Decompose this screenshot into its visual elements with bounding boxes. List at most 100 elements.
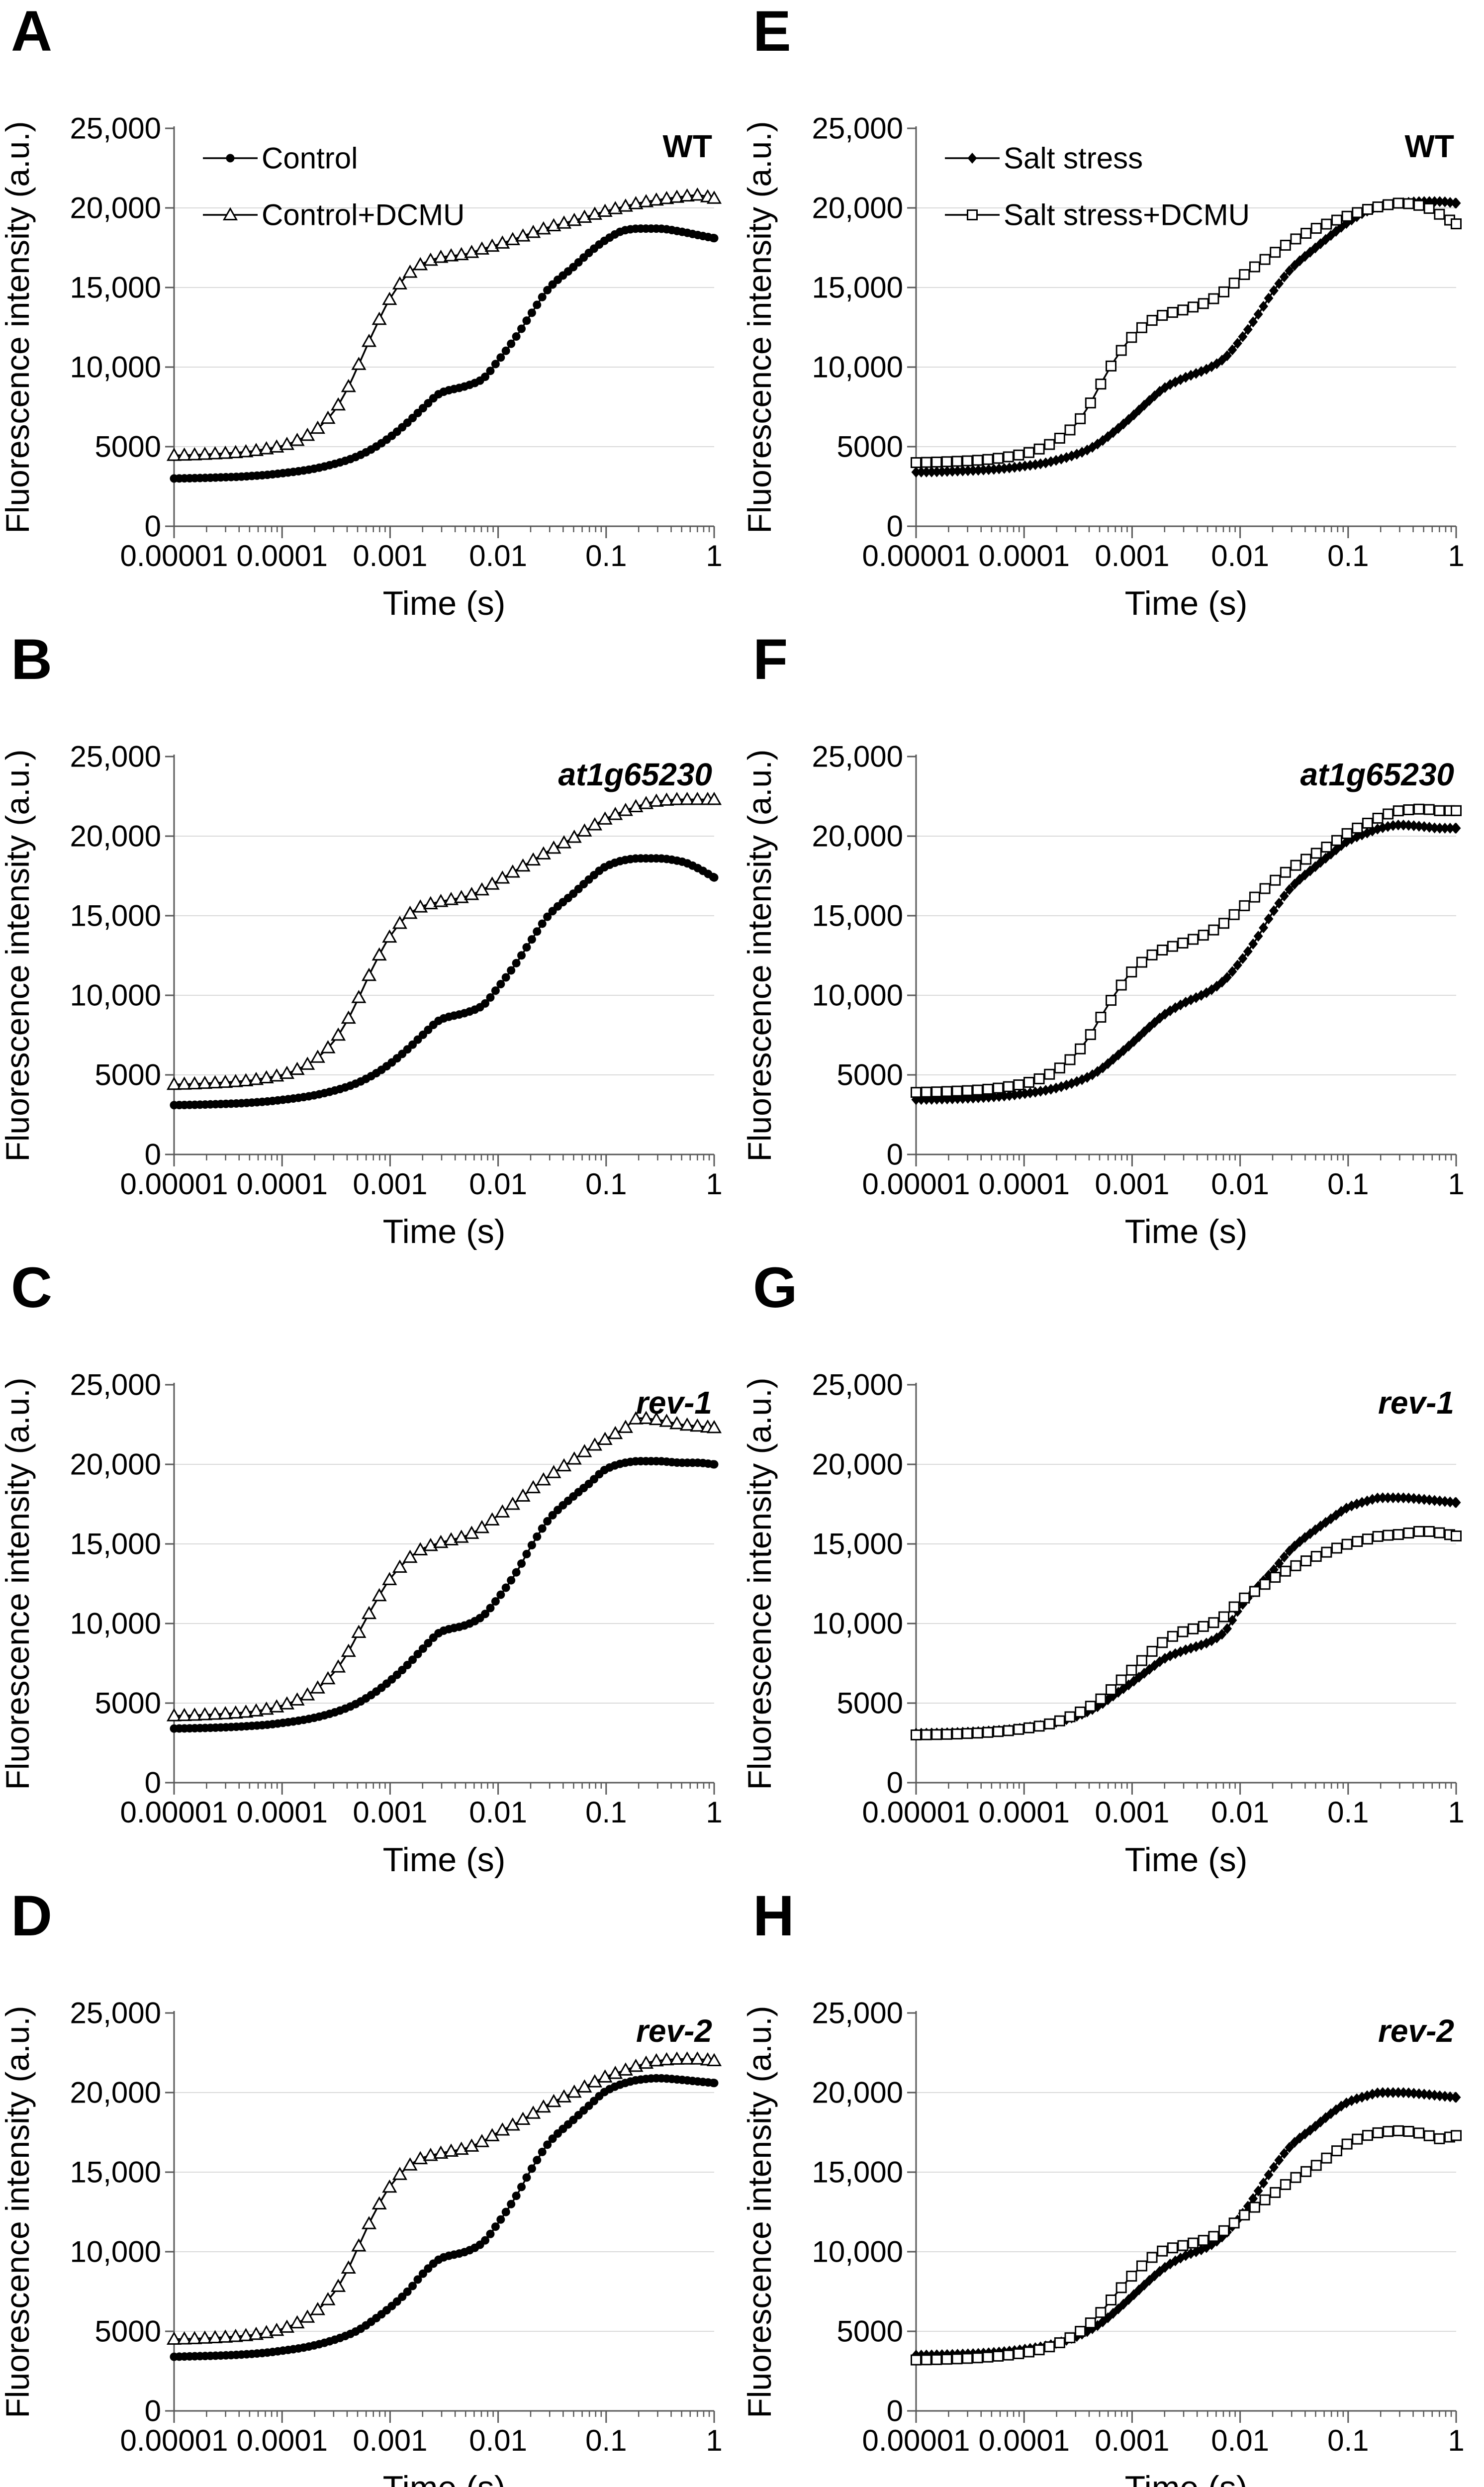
series-markers <box>170 224 719 483</box>
data-point-marker <box>618 198 633 212</box>
data-point-marker <box>1157 945 1168 956</box>
axes <box>165 2011 715 2423</box>
data-point-marker <box>1392 2125 1404 2136</box>
data-point-marker <box>1198 1621 1209 1632</box>
data-point-marker <box>320 2292 336 2305</box>
panel-letter-a: A <box>11 0 53 63</box>
data-point-marker <box>1046 456 1056 468</box>
data-point-marker <box>238 1704 254 1718</box>
data-point-marker <box>548 1511 557 1520</box>
series-markers <box>911 2125 1462 2366</box>
data-point-marker <box>1126 2271 1137 2282</box>
x-axis-title: Time (s) <box>383 584 506 622</box>
y-tick-label: 25,000 <box>812 1997 903 2030</box>
data-point-marker <box>517 2183 526 2192</box>
data-point-marker <box>706 1420 722 1434</box>
data-point-marker <box>1222 1623 1232 1634</box>
data-point-marker <box>512 332 521 341</box>
data-point-marker <box>1264 292 1274 304</box>
data-point-marker <box>1269 285 1279 296</box>
y-tick-label: 5000 <box>95 430 161 464</box>
data-point-marker <box>1362 827 1372 839</box>
y-tick-label: 0 <box>887 1138 903 1171</box>
x-tick-label: 0.1 <box>585 539 627 573</box>
gridlines <box>174 1464 714 1704</box>
axes <box>165 1383 715 1795</box>
x-tick-label: 0.0001 <box>236 1796 328 1829</box>
y-axis-title: Fluorescence intensity (a.u.) <box>0 121 36 533</box>
panel-g: G 0 5000 10,000 15,000 20,000 25,000 0.00001 0.… <box>742 1256 1484 1885</box>
panel-f: F 0 5000 10,000 15,000 20,000 25,000 0.00001 0.… <box>742 628 1484 1256</box>
data-point-marker <box>527 935 536 944</box>
data-point-marker <box>361 333 377 347</box>
data-point-marker <box>481 1610 490 1619</box>
data-point-marker <box>1440 823 1450 834</box>
y-tick-label: 5000 <box>837 430 903 464</box>
data-point-marker <box>577 2079 592 2093</box>
data-point-marker <box>710 873 719 882</box>
x-tick-label: 0.001 <box>1095 539 1169 573</box>
data-point-marker <box>706 791 722 805</box>
y-tick-label: 0 <box>145 1138 161 1171</box>
data-point-marker <box>1249 261 1260 273</box>
data-point-marker <box>1218 2225 1230 2236</box>
data-point-marker <box>1013 449 1024 461</box>
data-point-marker <box>444 248 459 262</box>
series-line <box>916 202 1457 464</box>
data-point-marker <box>413 1649 422 1658</box>
data-point-marker <box>1123 1041 1133 1052</box>
data-point-marker <box>1249 1586 1260 1597</box>
data-point-marker <box>481 373 490 382</box>
data-point-marker <box>433 894 449 907</box>
data-point-marker <box>1239 2209 1250 2221</box>
data-point-marker <box>546 218 561 232</box>
series-control-dcmu <box>166 187 722 461</box>
data-point-marker <box>1054 2337 1065 2348</box>
series-markers <box>166 791 722 1090</box>
data-point-marker <box>1341 210 1353 222</box>
data-point-marker <box>1264 1570 1274 1581</box>
data-point-marker <box>639 1411 654 1424</box>
data-point-marker <box>1383 1492 1393 1504</box>
data-point-marker <box>259 441 274 455</box>
data-point-marker <box>187 447 202 461</box>
data-point-marker <box>1336 2101 1346 2112</box>
data-point-marker <box>690 791 705 805</box>
y-tick-label: 20,000 <box>812 820 903 853</box>
data-point-marker <box>486 367 495 376</box>
legend-label: Control+DCMU <box>262 198 464 232</box>
data-point-marker <box>197 1707 212 1721</box>
series-line <box>916 808 1456 1093</box>
data-point-marker <box>1064 424 1076 436</box>
x-tick-label: 0.0001 <box>236 1167 328 1201</box>
data-point-marker <box>649 793 664 807</box>
data-point-marker <box>444 2143 459 2157</box>
data-point-marker <box>1186 994 1196 1006</box>
data-point-marker <box>1033 443 1045 455</box>
y-tick-label: 15,000 <box>70 1528 161 1561</box>
data-point-marker <box>341 1010 356 1024</box>
series-markers <box>911 1492 1461 1739</box>
data-point-marker <box>1041 457 1051 469</box>
series-control-dcmu <box>166 1411 722 1722</box>
data-point-marker <box>608 807 623 820</box>
y-tick-label: 25,000 <box>812 740 903 773</box>
data-point-marker <box>507 339 516 348</box>
genotype-label: WT <box>1405 128 1455 164</box>
data-point-marker <box>1115 2282 1127 2294</box>
data-point-marker <box>1249 891 1260 903</box>
data-point-marker <box>1188 1623 1199 1634</box>
data-point-marker <box>1126 1664 1137 1676</box>
data-point-marker <box>515 1488 531 1502</box>
data-point-marker <box>496 2215 505 2224</box>
data-point-marker <box>1208 924 1219 936</box>
data-point-marker <box>1108 1053 1118 1065</box>
data-point-marker <box>1239 1592 1250 1604</box>
data-point-marker <box>1362 203 1373 215</box>
data-point-marker <box>1003 2349 1014 2361</box>
y-tick-label: 20,000 <box>70 2076 161 2109</box>
data-point-marker <box>1352 822 1363 834</box>
data-point-marker <box>1259 300 1269 312</box>
